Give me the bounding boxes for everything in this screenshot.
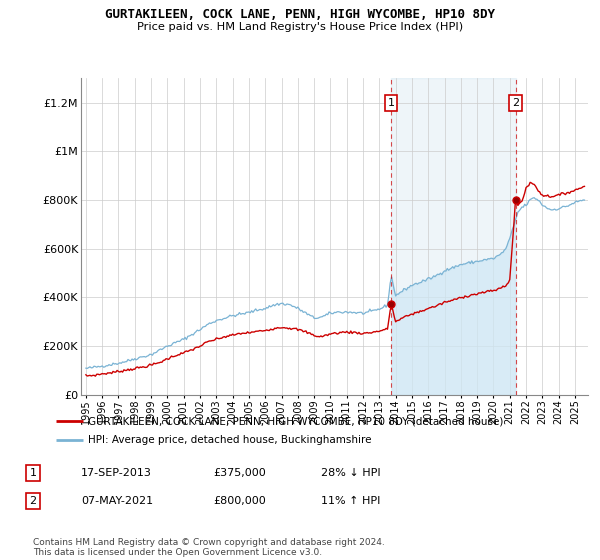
Text: £375,000: £375,000 xyxy=(213,468,266,478)
Text: GURTAKILEEN, COCK LANE, PENN, HIGH WYCOMBE, HP10 8DY: GURTAKILEEN, COCK LANE, PENN, HIGH WYCOM… xyxy=(105,8,495,21)
Text: 07-MAY-2021: 07-MAY-2021 xyxy=(81,496,153,506)
Text: HPI: Average price, detached house, Buckinghamshire: HPI: Average price, detached house, Buck… xyxy=(88,435,372,445)
Text: GURTAKILEEN, COCK LANE, PENN, HIGH WYCOMBE, HP10 8DY (detached house): GURTAKILEEN, COCK LANE, PENN, HIGH WYCOM… xyxy=(88,417,503,426)
Text: 17-SEP-2013: 17-SEP-2013 xyxy=(81,468,152,478)
Text: £800,000: £800,000 xyxy=(213,496,266,506)
Bar xyxy=(391,78,515,395)
Text: 2: 2 xyxy=(29,496,37,506)
Text: Contains HM Land Registry data © Crown copyright and database right 2024.
This d: Contains HM Land Registry data © Crown c… xyxy=(33,538,385,557)
Text: 28% ↓ HPI: 28% ↓ HPI xyxy=(321,468,380,478)
Text: Price paid vs. HM Land Registry's House Price Index (HPI): Price paid vs. HM Land Registry's House … xyxy=(137,22,463,32)
Text: 1: 1 xyxy=(388,98,395,108)
Text: 11% ↑ HPI: 11% ↑ HPI xyxy=(321,496,380,506)
Text: 2: 2 xyxy=(512,98,519,108)
Text: 1: 1 xyxy=(29,468,37,478)
